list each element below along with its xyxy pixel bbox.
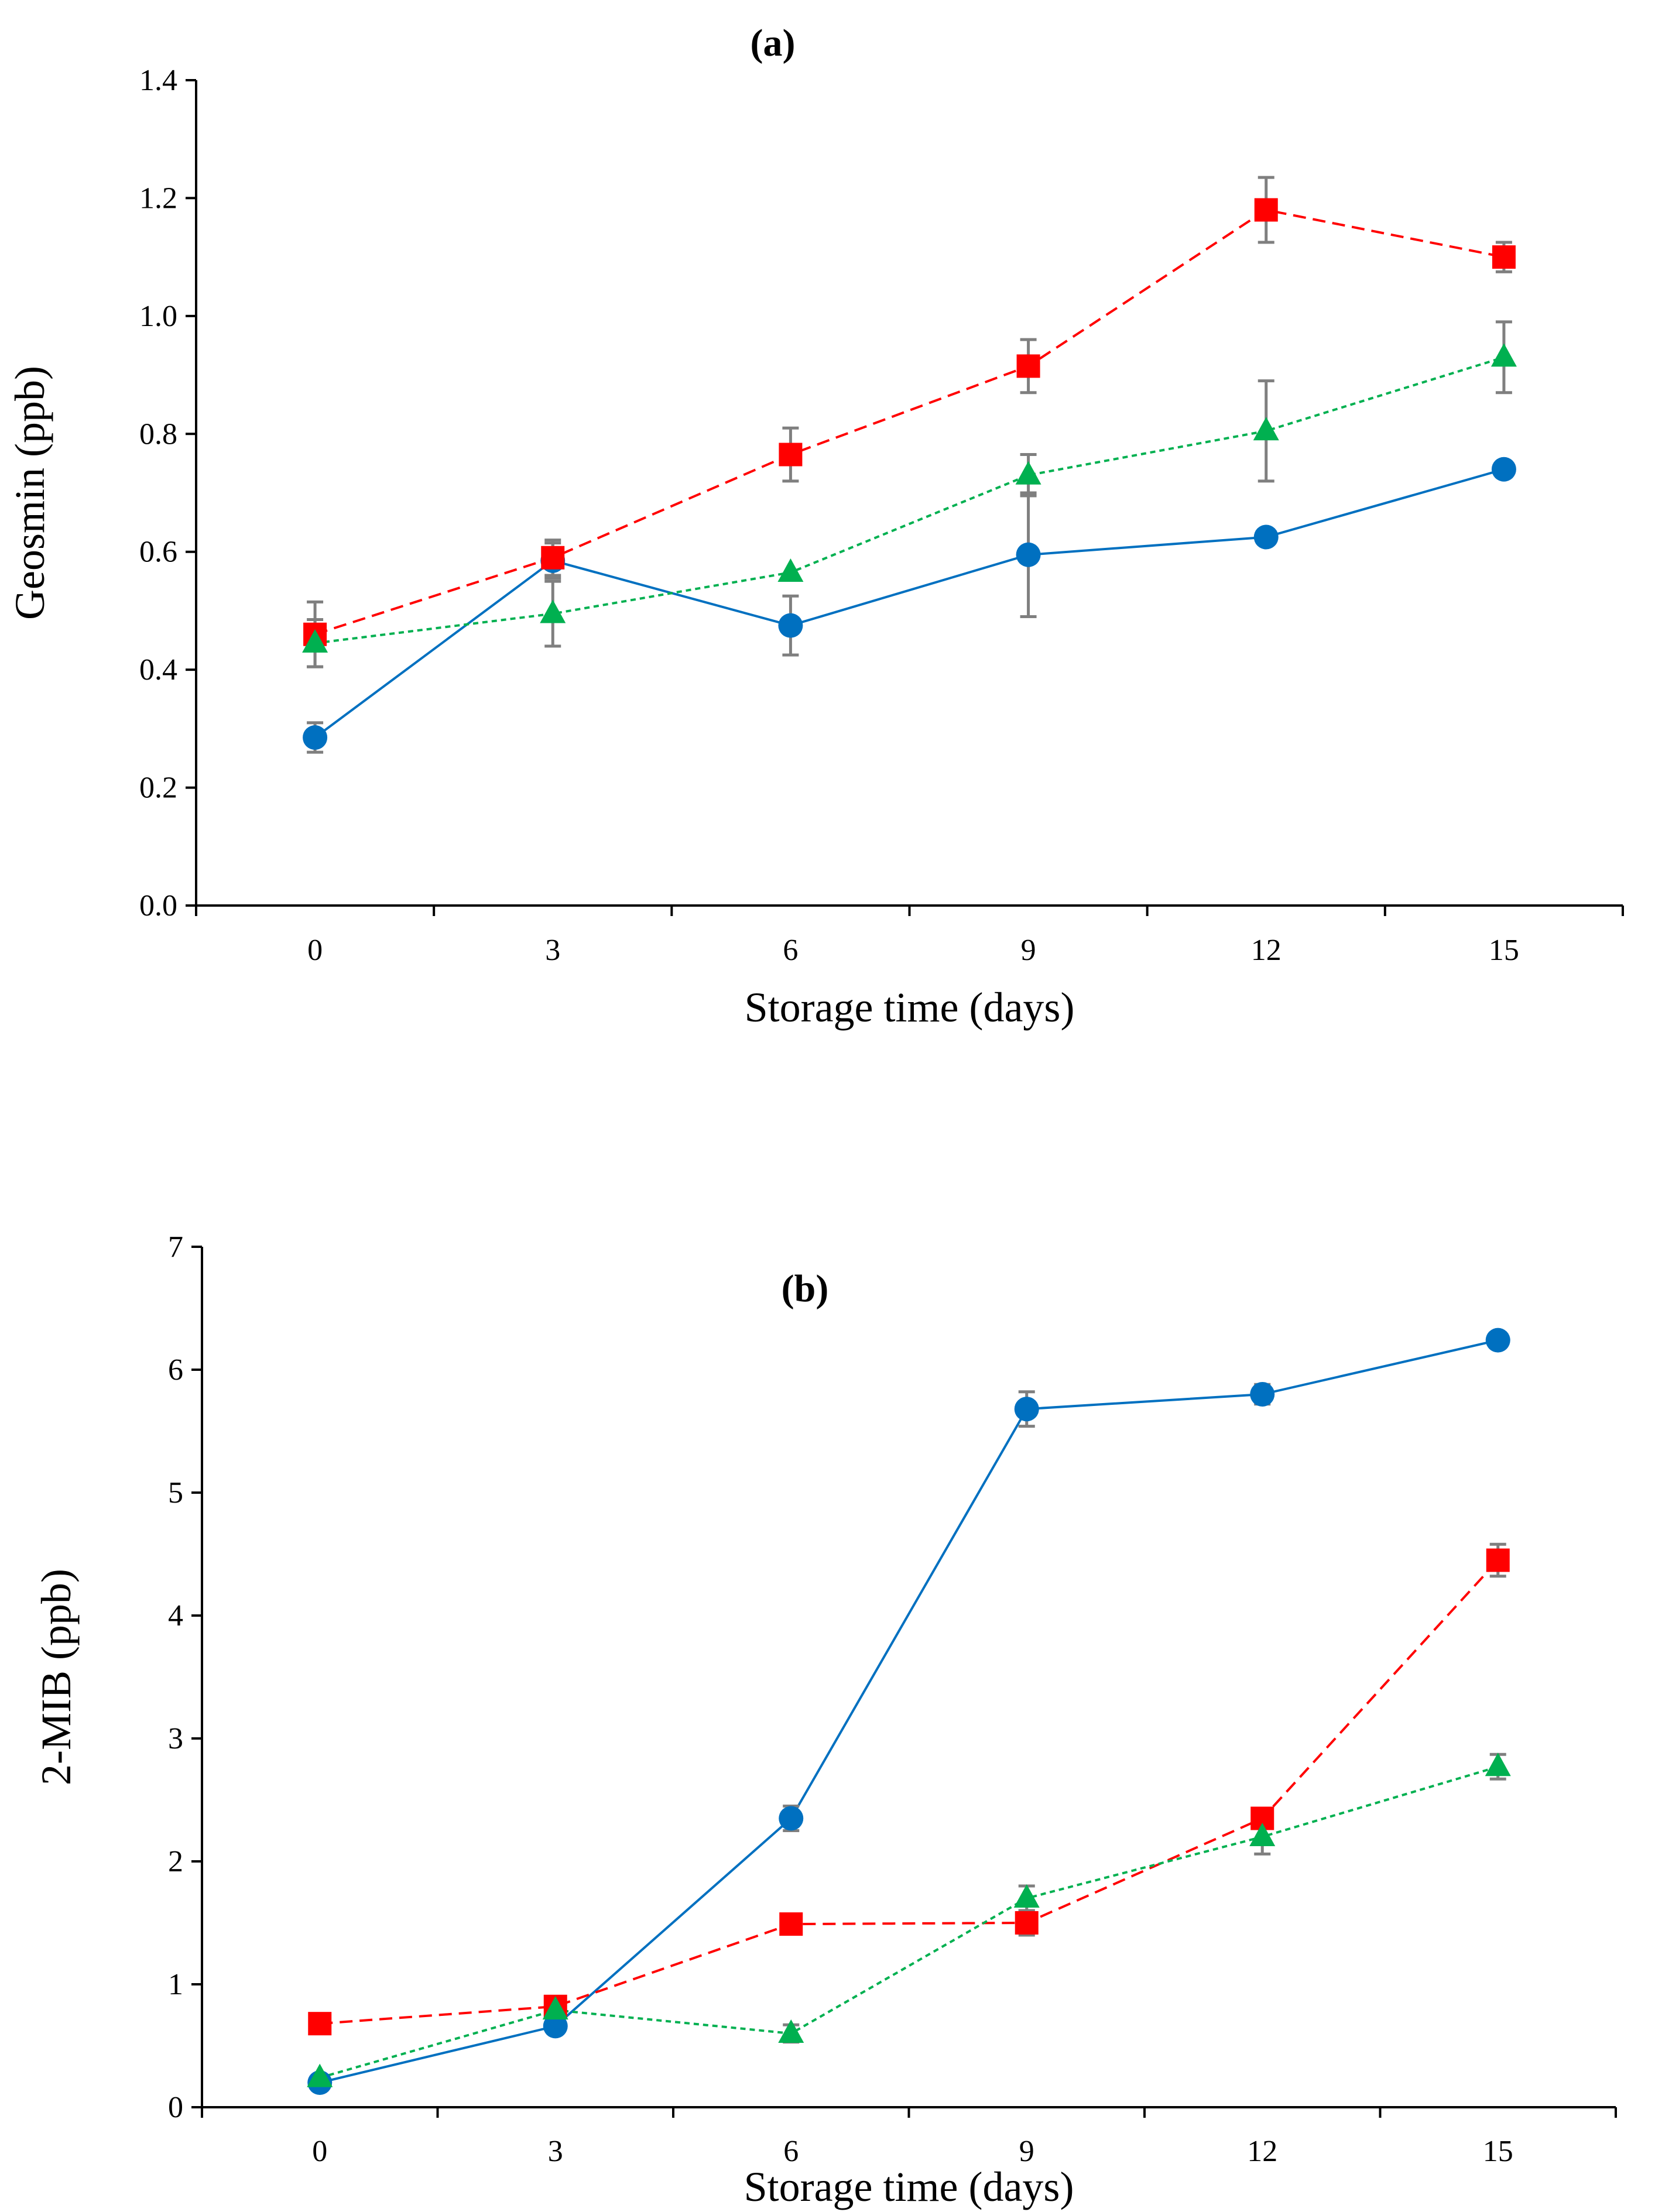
chart-a-y-tick-label: 0.4 xyxy=(139,653,177,687)
chart-b-y-tick-label: 6 xyxy=(168,1353,183,1387)
chart-b-y-tick-label: 5 xyxy=(168,1476,183,1510)
chart-a-y-tick-label: 0.2 xyxy=(139,771,177,805)
chart-b-point-circle-blue-solid xyxy=(779,1806,804,1831)
chart-b-point-circle-blue-solid xyxy=(1014,1397,1039,1422)
chart-a-series-triangle-green-dotted-line xyxy=(314,356,1505,644)
chart-b-y-tick-label: 2 xyxy=(168,1845,183,1878)
chart-a-point-circle-blue-solid xyxy=(1016,542,1041,567)
chart-b-point-square-red-dashed xyxy=(308,2012,332,2036)
chart-a-y-axis-title: Geosmin (ppb) xyxy=(6,366,53,620)
chart-a-y-tick-label: 0.8 xyxy=(139,417,177,451)
chart-a-point-square-red-dashed xyxy=(1016,354,1040,378)
chart-a-point-square-red-dashed xyxy=(779,443,803,467)
chart-b-x-tick-label: 15 xyxy=(1483,2135,1513,2168)
chart-a-y-tick-label: 0.0 xyxy=(139,889,177,922)
chart-b-point-triangle-green-dotted xyxy=(307,2063,333,2087)
chart-a-x-tick-label: 9 xyxy=(1021,934,1036,967)
chart-b-point-triangle-green-dotted xyxy=(542,1996,568,2020)
chart-a-point-triangle-green-dotted xyxy=(1253,417,1279,441)
chart-b-x-tick-label: 9 xyxy=(1019,2135,1034,2168)
chart-a-x-tick-label: 0 xyxy=(307,934,323,967)
chart-a-x-tick-label: 12 xyxy=(1251,934,1281,967)
chart-b-point-triangle-green-dotted xyxy=(1485,1753,1511,1777)
chart-a-x-tick-label: 15 xyxy=(1489,934,1519,967)
chart-b-y-tick-label: 4 xyxy=(168,1599,183,1633)
chart-b-point-circle-blue-solid xyxy=(543,2014,568,2039)
chart-b-point-circle-blue-solid xyxy=(1250,1382,1275,1407)
chart-a-point-circle-blue-solid xyxy=(303,725,328,750)
chart-a-x-tick-label: 3 xyxy=(545,934,560,967)
chart-b-x-tick-label: 12 xyxy=(1247,2135,1277,2168)
chart-b-point-square-red-dashed xyxy=(1486,1548,1510,1572)
chart-b-point-triangle-green-dotted xyxy=(778,2019,804,2043)
chart-a-point-circle-blue-solid xyxy=(778,613,803,638)
chart-b-y-tick-label: 0 xyxy=(168,2091,183,2124)
chart-a-x-tick-label: 6 xyxy=(783,934,798,967)
chart-b-x-tick-label: 3 xyxy=(548,2135,563,2168)
chart-b-y-tick-label: 1 xyxy=(168,1968,183,2001)
chart-a-y-tick-label: 1.4 xyxy=(139,64,177,97)
chart-a-y-tick-label: 0.6 xyxy=(139,536,177,569)
chart-b-y-tick-label: 3 xyxy=(168,1722,183,1755)
chart-a-series-square-red-dashed-line xyxy=(314,208,1505,636)
chart-a-series-circle-blue-solid-line xyxy=(314,468,1505,739)
chart-a-point-circle-blue-solid xyxy=(1253,524,1279,550)
chart-b-x-axis-title: Storage time (days) xyxy=(744,2163,1074,2210)
chart-a-point-triangle-green-dotted xyxy=(540,599,566,623)
chart-a-y-tick-label: 1.2 xyxy=(139,181,177,215)
chart-a-point-square-red-dashed xyxy=(541,546,565,570)
chart-b-series-circle-blue-solid-line xyxy=(319,1339,1499,2084)
chart-a-point-triangle-green-dotted xyxy=(1015,461,1041,485)
chart-a-y-tick-label: 1.0 xyxy=(139,300,177,333)
chart-b-series-triangle-green-dotted-line xyxy=(319,1765,1499,2079)
chart-b-title: (b) xyxy=(782,1267,829,1310)
chart-b-y-axis-title: 2-MIB (ppb) xyxy=(33,1569,80,1785)
chart-b-x-tick-label: 0 xyxy=(312,2135,327,2168)
chart-a-geosmin: 0.0 0.2 0.4 0.6 0.8 1.0 1.2 1.4 0 3 6 9 12 15 (a) Stora… xyxy=(6,22,1624,1031)
chart-a-point-triangle-green-dotted xyxy=(1490,343,1517,367)
chart-b-point-square-red-dashed xyxy=(1015,1911,1039,1935)
chart-b-point-square-red-dashed xyxy=(779,1912,803,1936)
chart-a-point-circle-blue-solid xyxy=(1491,457,1516,482)
chart-b-series-square-red-dashed-line xyxy=(320,1559,1499,2025)
chart-a-x-axis-title: Storage time (days) xyxy=(745,984,1075,1031)
chart-a-point-square-red-dashed xyxy=(1254,198,1278,222)
chart-a-point-square-red-dashed xyxy=(1492,245,1516,269)
chart-b-point-circle-blue-solid xyxy=(1485,1328,1510,1353)
chart-b-point-triangle-green-dotted xyxy=(1013,1884,1040,1908)
chart-a-point-triangle-green-dotted xyxy=(302,629,328,653)
chart-b-x-tick-label: 6 xyxy=(783,2135,799,2168)
chart-b-point-triangle-green-dotted xyxy=(1249,1823,1276,1846)
chart-a-point-triangle-green-dotted xyxy=(777,558,804,582)
chart-a-title: (a) xyxy=(751,22,796,64)
chart-b-y-tick-label: 7 xyxy=(168,1230,183,1264)
